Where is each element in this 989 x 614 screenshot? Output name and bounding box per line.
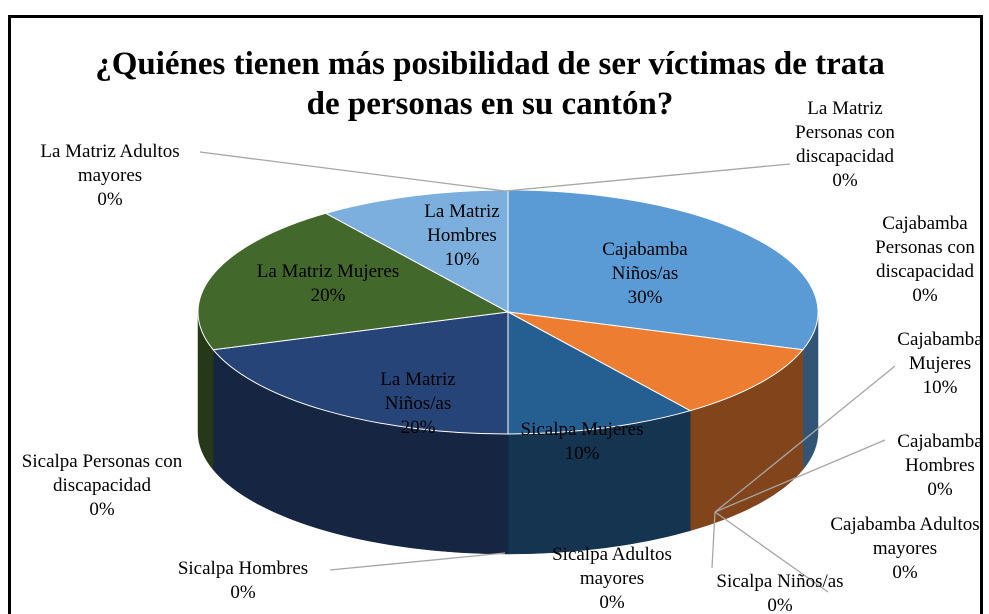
value-label: 0% xyxy=(230,582,256,603)
data-label: La Matriz Adultos mayores 0% xyxy=(10,140,210,212)
data-label: Sicalpa Mujeres 10% xyxy=(502,418,662,466)
data-label: Cajabamba Personas con discapacidad 0% xyxy=(860,212,989,308)
category-label: Sicalpa Hombres xyxy=(177,558,309,579)
leader-line xyxy=(711,511,716,569)
value-label: 0% xyxy=(89,499,115,520)
pie-slice xyxy=(212,311,509,435)
data-label: Sicalpa Adultos mayores 0% xyxy=(542,543,682,614)
leader-line xyxy=(329,552,506,571)
chart-title: ¿Quiénes tienen más posibilidad de ser v… xyxy=(95,46,885,122)
category-label: Sicalpa Niños/as xyxy=(716,571,844,592)
value-label: 10% xyxy=(922,377,958,398)
data-label: La Matriz Personas con discapacidad 0% xyxy=(775,97,915,193)
data-label: Cajabamba Niños/as 30% xyxy=(580,238,710,310)
data-label: Sicalpa Personas con discapacidad 0% xyxy=(7,450,197,522)
value-label: 0% xyxy=(927,479,953,500)
category-label: Cajabamba Personas con discapacidad xyxy=(875,213,975,282)
pie-slice xyxy=(197,212,510,351)
category-label: La Matriz Mujeres xyxy=(256,261,400,282)
leader-lines xyxy=(199,151,896,593)
category-label: Cajabamba Mujeres xyxy=(897,329,983,374)
leader-line xyxy=(714,439,886,513)
data-label: La Matriz Mujeres 20% xyxy=(228,260,428,308)
category-label: Cajabamba Adultos mayores xyxy=(830,514,980,559)
category-label: La Matriz Personas con discapacidad xyxy=(795,98,895,167)
value-label: 0% xyxy=(767,595,793,614)
category-label: La Matriz Adultos mayores xyxy=(40,141,180,186)
leader-line xyxy=(199,151,506,192)
data-label: Sicalpa Niños/as 0% xyxy=(695,570,865,614)
pie-slice xyxy=(507,311,804,412)
category-label: Cajabamba Niños/as xyxy=(602,239,688,284)
value-label: 10% xyxy=(444,249,480,270)
chart-border xyxy=(8,15,983,614)
leader-line xyxy=(714,511,829,593)
leader-line xyxy=(504,163,791,192)
value-label: 0% xyxy=(599,592,625,613)
value-label: 20% xyxy=(400,417,436,438)
data-label: Cajabamba Adultos mayores 0% xyxy=(820,513,989,585)
data-label: La Matriz Hombres 10% xyxy=(412,200,512,272)
category-label: La Matriz Hombres xyxy=(424,201,500,246)
leader-line xyxy=(714,365,896,513)
category-label: La Matriz Niños/as xyxy=(380,369,456,414)
data-label: Cajabamba Mujeres 10% xyxy=(885,328,989,400)
value-label: 30% xyxy=(627,287,663,308)
data-label: Cajabamba Hombres 0% xyxy=(885,430,989,502)
value-label: 20% xyxy=(310,285,346,306)
pie-slice xyxy=(507,189,819,351)
value-label: 0% xyxy=(97,189,123,210)
value-label: 0% xyxy=(892,562,918,583)
value-label: 0% xyxy=(832,170,858,191)
category-label: Sicalpa Personas con discapacidad xyxy=(21,451,183,496)
value-label: 10% xyxy=(564,443,600,464)
data-label: Sicalpa Hombres 0% xyxy=(153,557,333,605)
category-label: Sicalpa Adultos mayores xyxy=(552,544,672,589)
data-label: La Matriz Niños/as 20% xyxy=(363,368,473,440)
category-label: Cajabamba Hombres xyxy=(897,431,983,476)
category-label: Sicalpa Mujeres xyxy=(520,419,644,440)
value-label: 0% xyxy=(912,285,938,306)
pie-slice xyxy=(507,311,692,435)
